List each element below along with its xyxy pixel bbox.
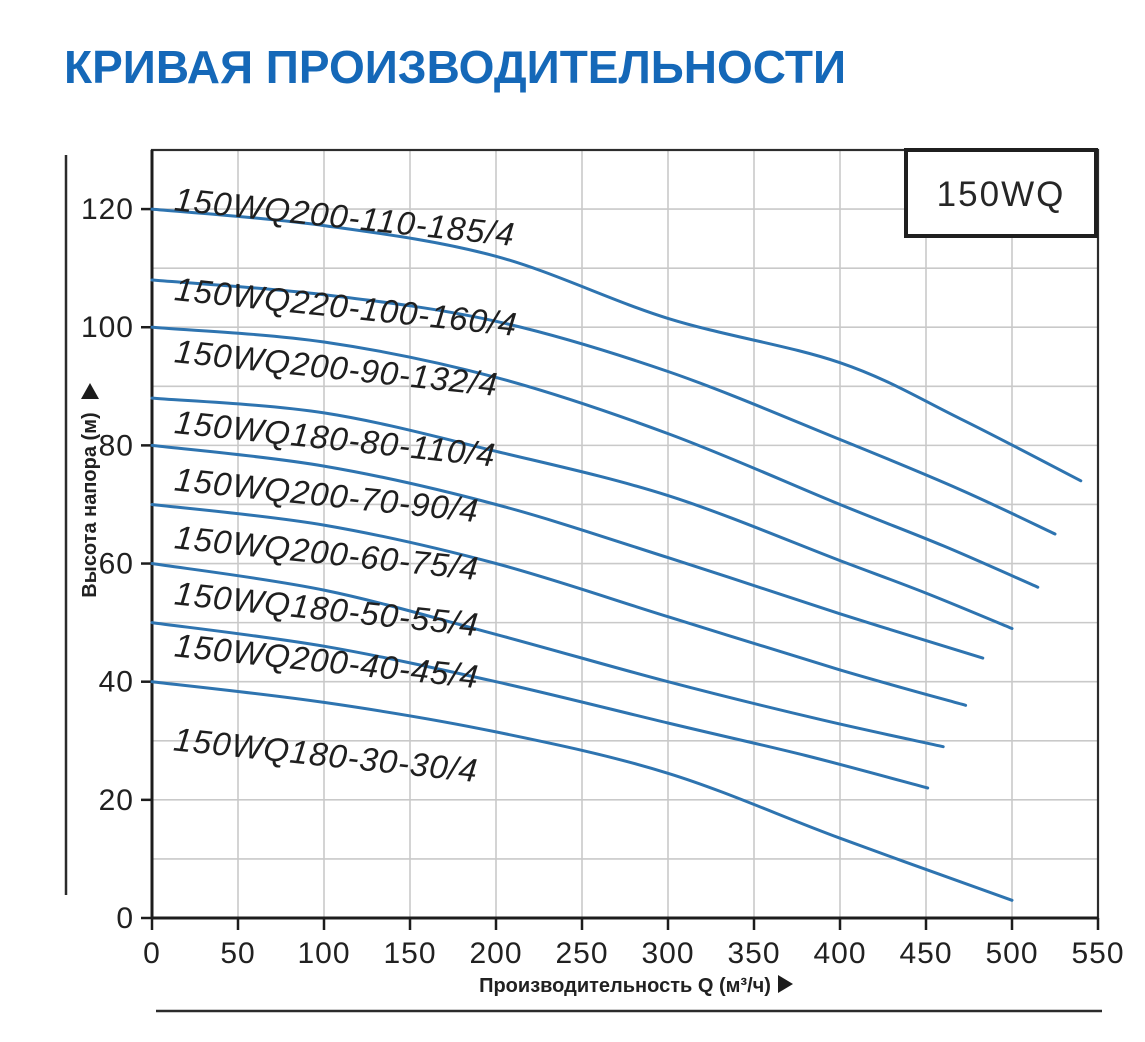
- x-tick-label: 200: [469, 937, 522, 970]
- y-tick-label: 100: [81, 311, 134, 344]
- pump-curve: [150, 396, 1014, 630]
- y-tick-label: 80: [99, 429, 134, 462]
- pump-curve: [150, 503, 968, 707]
- pump-curve: [150, 207, 1083, 483]
- x-tick-label: 350: [727, 937, 780, 970]
- x-tick-label: 500: [985, 937, 1038, 970]
- pump-curve: [150, 443, 985, 660]
- x-tick-label: 50: [220, 937, 255, 970]
- pump-curve: [150, 325, 1040, 589]
- page-title: КРИВАЯ ПРОИЗВОДИТЕЛЬНОСТИ: [64, 41, 847, 93]
- series-badge-label: 150WQ: [937, 175, 1066, 214]
- x-axis-title: Производительность Q (м³/ч): [479, 975, 771, 997]
- x-tick-label: 250: [555, 937, 608, 970]
- pump-curve: [150, 562, 945, 749]
- x-tick-label: 400: [813, 937, 866, 970]
- x-tick-label: 450: [899, 937, 952, 970]
- pump-curve: [150, 680, 1014, 902]
- y-tick-label: 0: [116, 902, 134, 935]
- y-tick-label: 120: [81, 193, 134, 226]
- pump-curve: [150, 278, 1057, 536]
- x-tick-label: 300: [641, 937, 694, 970]
- series-badge-box: [904, 148, 1098, 238]
- chart-plot-area: 0 50 100 150 200 250 300 350 400 450 500 550 0 20 40 60…: [81, 148, 1124, 970]
- y-tick-label: 40: [99, 666, 134, 699]
- up-arrow-icon: [81, 383, 99, 399]
- right-arrow-icon: [778, 975, 793, 993]
- x-tick-label: 0: [143, 937, 161, 970]
- x-tick-label: 550: [1071, 937, 1124, 970]
- curve-label: 150WQ200-70-90/4: [173, 460, 481, 529]
- curve-label: 150WQ180-30-30/4: [172, 720, 480, 789]
- series-badge: 150WQ: [904, 148, 1098, 238]
- curve-label: 150WQ200-60-75/4: [173, 518, 481, 587]
- x-tick-label: 150: [383, 937, 436, 970]
- y-tick-label: 60: [99, 548, 134, 581]
- y-tick-label: 20: [99, 784, 134, 817]
- y-axis-title: Высота напора (м): [79, 412, 101, 597]
- curve-label: 150WQ200-110-185/4: [173, 180, 517, 253]
- pump-curve: [150, 621, 930, 790]
- x-tick-label: 100: [297, 937, 350, 970]
